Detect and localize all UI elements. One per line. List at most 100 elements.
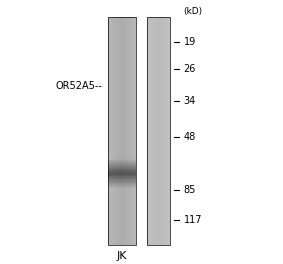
Bar [108, 109, 136, 110]
Bar [147, 135, 170, 136]
Bar [108, 153, 136, 154]
Bar [108, 41, 136, 42]
Bar [108, 201, 136, 202]
Bar [108, 52, 136, 53]
Bar [108, 95, 136, 96]
Bar [108, 170, 136, 171]
Bar [108, 218, 136, 219]
Bar [108, 165, 136, 166]
Bar [108, 204, 136, 205]
Bar [147, 154, 170, 155]
Bar [108, 137, 136, 138]
Bar [160, 17, 161, 245]
Bar [108, 86, 136, 87]
Bar [108, 73, 136, 74]
Bar [108, 46, 136, 47]
Bar [147, 97, 170, 98]
Bar [147, 227, 170, 228]
Text: OR52A5--: OR52A5-- [55, 81, 102, 91]
Bar [149, 17, 150, 245]
Bar [147, 145, 170, 146]
Bar [108, 146, 136, 147]
Bar [108, 207, 136, 208]
Bar [147, 172, 170, 173]
Bar [108, 57, 136, 58]
Bar [108, 133, 136, 134]
Bar [147, 39, 170, 40]
Bar [108, 227, 136, 228]
Bar [147, 234, 170, 235]
Bar [108, 151, 136, 152]
Bar [147, 55, 170, 56]
Bar [147, 228, 170, 229]
Bar [147, 202, 170, 203]
Bar [108, 69, 136, 70]
Bar [108, 156, 136, 157]
Bar [147, 175, 170, 176]
Bar [108, 152, 136, 153]
Bar [108, 220, 136, 221]
Bar [108, 161, 136, 162]
Bar [147, 235, 170, 236]
Bar [108, 94, 136, 95]
Bar [147, 185, 170, 186]
Bar [147, 20, 170, 21]
Bar [108, 135, 136, 136]
Bar [108, 222, 136, 223]
Bar [108, 155, 136, 156]
Bar [147, 79, 170, 80]
Bar [147, 223, 170, 224]
Bar [108, 233, 136, 234]
Bar [147, 29, 170, 30]
Bar [108, 181, 136, 182]
Bar [108, 53, 136, 54]
Bar [120, 17, 121, 245]
Bar [108, 202, 136, 203]
Bar [108, 48, 136, 49]
Bar [122, 17, 123, 245]
Bar [147, 38, 170, 39]
Bar [108, 232, 136, 233]
Bar [147, 123, 170, 124]
Bar [147, 183, 170, 184]
Bar [147, 65, 170, 66]
Bar [147, 24, 170, 25]
Bar [108, 243, 136, 244]
Bar [119, 17, 120, 245]
Bar [147, 195, 170, 196]
Bar [108, 37, 136, 38]
Text: 48: 48 [184, 132, 196, 142]
Bar [108, 104, 136, 105]
Bar [108, 91, 136, 92]
Bar [165, 17, 166, 245]
Bar [147, 176, 170, 177]
Bar [147, 198, 170, 199]
Bar [108, 139, 136, 140]
Bar [147, 180, 170, 181]
Bar [147, 165, 170, 166]
Bar [147, 156, 170, 157]
Bar [147, 22, 170, 23]
Bar [108, 51, 136, 52]
Bar [147, 170, 170, 171]
Bar [147, 160, 170, 161]
Bar [108, 221, 136, 222]
Bar [152, 17, 153, 245]
Bar [147, 159, 170, 160]
Bar [108, 230, 136, 231]
Bar [108, 93, 136, 94]
Bar [108, 157, 136, 158]
Bar [147, 98, 170, 99]
Bar [108, 75, 136, 76]
Bar [147, 148, 170, 149]
Bar [147, 42, 170, 43]
Bar [147, 118, 170, 119]
Bar [147, 225, 170, 226]
Bar [147, 184, 170, 185]
Bar [108, 42, 136, 43]
Bar [108, 215, 136, 216]
Bar [147, 209, 170, 210]
Bar [147, 85, 170, 86]
Bar [147, 238, 170, 239]
Bar [147, 64, 170, 65]
